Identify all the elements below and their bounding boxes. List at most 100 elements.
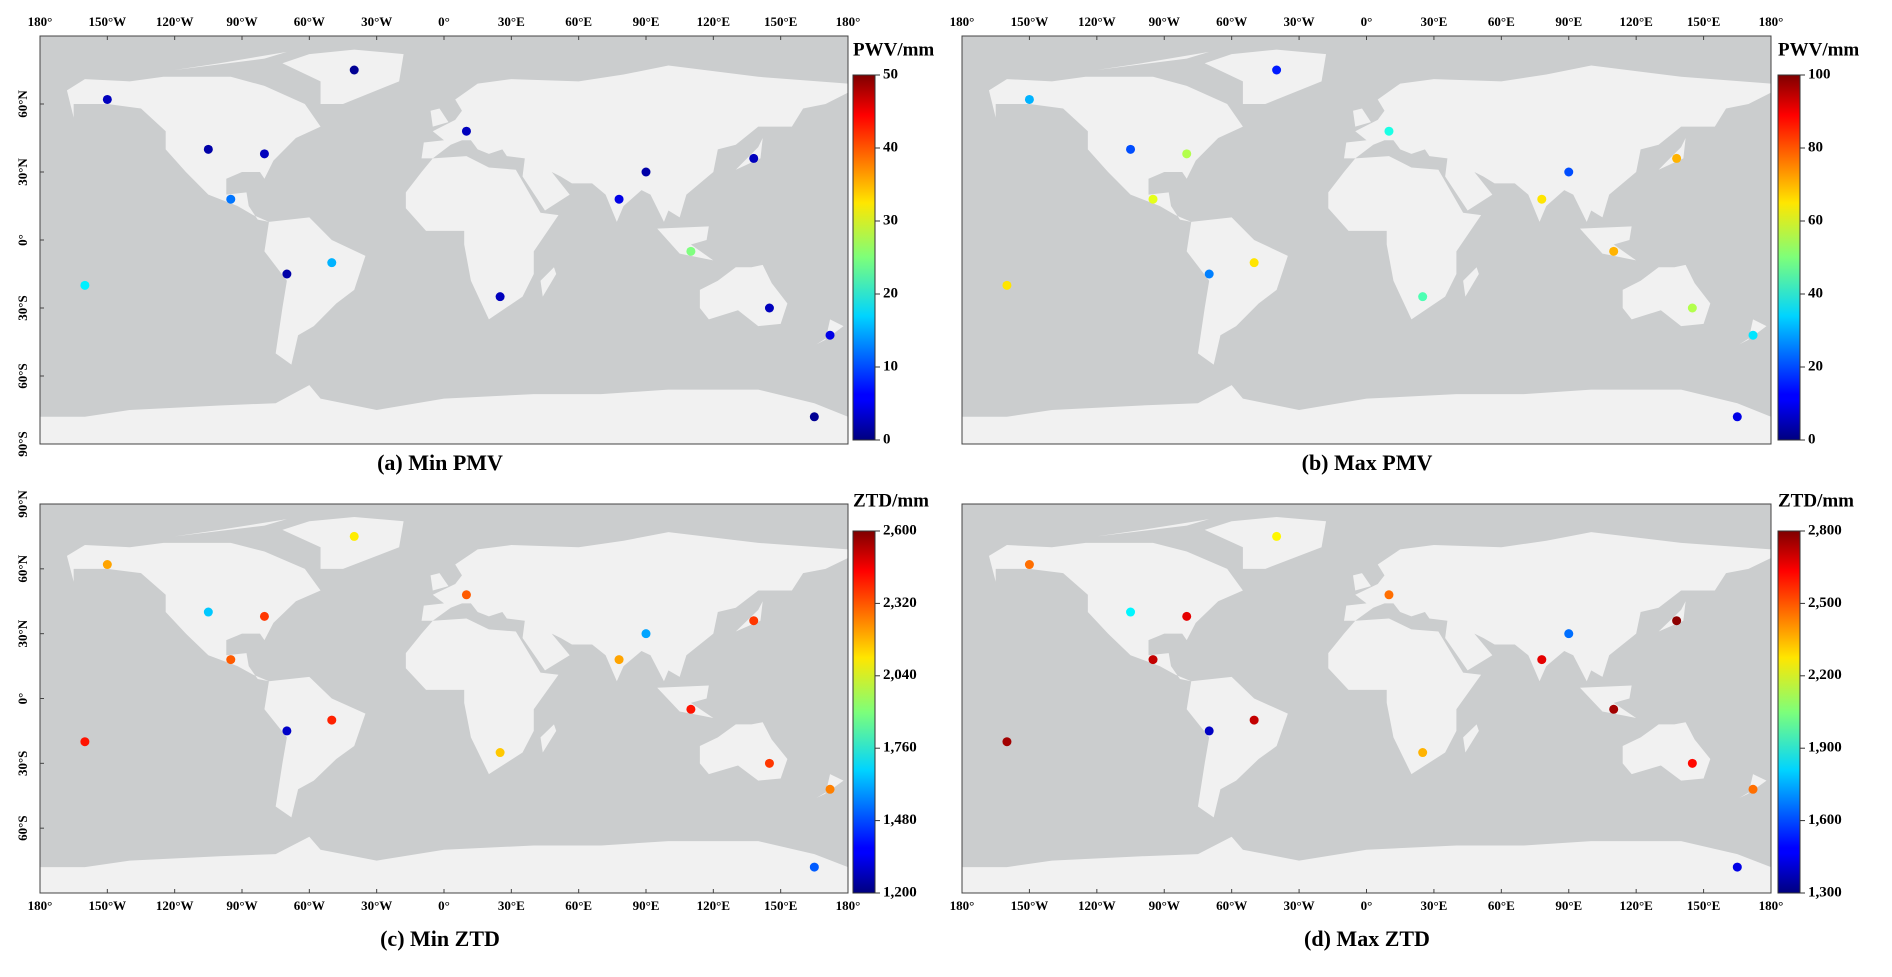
x-tick-label: 180°: [1759, 14, 1784, 29]
landmass: [657, 685, 714, 718]
landmass: [421, 65, 848, 222]
colorbar-tick-label: 2,320: [883, 595, 917, 611]
landmass: [657, 226, 714, 261]
station: [282, 726, 292, 736]
landmass: [1579, 226, 1637, 261]
x-tick-label: 60°E: [1488, 14, 1515, 29]
station: [80, 737, 90, 747]
station: [1672, 153, 1682, 163]
x-tick-label: 120°E: [1619, 898, 1652, 913]
station: [495, 292, 505, 302]
x-tick-label: 30°E: [1420, 14, 1447, 29]
station: [1687, 758, 1697, 768]
landmass: [1204, 516, 1327, 569]
station: [1002, 280, 1012, 290]
station: [349, 531, 359, 541]
station: [349, 65, 359, 75]
station: [825, 784, 835, 794]
x-tick-label: 120°E: [1619, 14, 1652, 29]
x-tick-label: 60°W: [1216, 14, 1247, 29]
x-tick-label: 60°E: [1488, 898, 1515, 913]
landmass: [421, 532, 848, 682]
colorbar-tick-label: 1,480: [883, 812, 917, 828]
landmass: [405, 618, 559, 775]
land: [40, 516, 848, 893]
station: [461, 126, 471, 136]
colorbar-label: PWV/mm: [853, 39, 934, 60]
colorbar-tick-label: 20: [1808, 358, 1823, 374]
x-tick-label: 180°: [950, 898, 975, 913]
x-tick-label: 90°W: [1149, 898, 1180, 913]
landmass: [264, 217, 366, 365]
colorbar: [852, 530, 876, 894]
station: [102, 94, 112, 104]
colorbar-tick-label: 1,300: [1808, 884, 1842, 900]
station: [1418, 748, 1428, 758]
station: [259, 611, 269, 621]
x-tick-label: 30°E: [1420, 898, 1447, 913]
landmass: [540, 724, 557, 753]
colorbar: [1777, 530, 1801, 894]
station: [259, 149, 269, 159]
x-tick-label: 120°E: [697, 898, 730, 913]
station: [614, 194, 624, 204]
caption: (a) Min PMV: [377, 450, 503, 475]
colorbar-tick-label: 2,600: [883, 522, 917, 538]
x-tick-label: 180°: [836, 14, 861, 29]
station: [1002, 737, 1012, 747]
station: [461, 590, 471, 600]
station: [1732, 412, 1742, 422]
x-tick-label: 90°W: [226, 898, 257, 913]
station: [1249, 715, 1259, 725]
station: [1537, 655, 1547, 665]
x-tick-label: 120°W: [1078, 898, 1116, 913]
station: [1249, 258, 1259, 268]
x-tick-label: 180°: [28, 898, 53, 913]
station: [1182, 149, 1192, 159]
colorbar-tick-label: 2,800: [1808, 522, 1842, 538]
landmass: [1579, 685, 1637, 718]
x-tick-label: 150°E: [764, 14, 797, 29]
landmass: [988, 76, 1243, 222]
x-tick-label: 60°E: [565, 898, 592, 913]
colorbar-label: PWV/mm: [1778, 39, 1859, 60]
x-tick-label: 30°W: [1283, 898, 1314, 913]
landmass: [1658, 138, 1686, 170]
caption: (c) Min ZTD: [380, 926, 500, 951]
x-tick-label: 60°W: [294, 898, 325, 913]
landmass: [540, 267, 557, 297]
colorbar-tick-label: 0: [883, 431, 891, 447]
landmass: [1186, 217, 1288, 365]
land: [962, 49, 1771, 444]
x-tick-label: 150°W: [1011, 14, 1049, 29]
x-tick-label: 180°: [836, 898, 861, 913]
station: [327, 258, 337, 268]
station: [1564, 167, 1574, 177]
y-tick-label: 0°: [15, 693, 30, 705]
colorbar-tick-label: 10: [883, 358, 898, 374]
x-tick-label: 90°E: [633, 898, 660, 913]
station: [1609, 704, 1619, 714]
colorbar-tick-label: 100: [1808, 66, 1831, 82]
landmass: [430, 108, 449, 127]
landmass: [1622, 722, 1711, 781]
station: [226, 194, 236, 204]
x-tick-label: 60°E: [565, 14, 592, 29]
landmass: [264, 676, 366, 818]
x-tick-label: 120°W: [1078, 14, 1116, 29]
station: [1204, 726, 1214, 736]
landmass: [699, 264, 788, 327]
x-tick-label: 0°: [1361, 14, 1373, 29]
x-tick-label: 120°W: [156, 14, 194, 29]
landmass: [430, 573, 449, 591]
colorbar-label: ZTD/mm: [853, 490, 929, 511]
landmass: [1328, 618, 1482, 775]
station: [686, 246, 696, 256]
station: [1564, 629, 1574, 639]
station: [1384, 126, 1394, 136]
station: [1272, 531, 1282, 541]
landmass: [66, 542, 321, 682]
x-tick-label: 0°: [438, 14, 450, 29]
y-tick-label: 60°S: [15, 815, 30, 840]
